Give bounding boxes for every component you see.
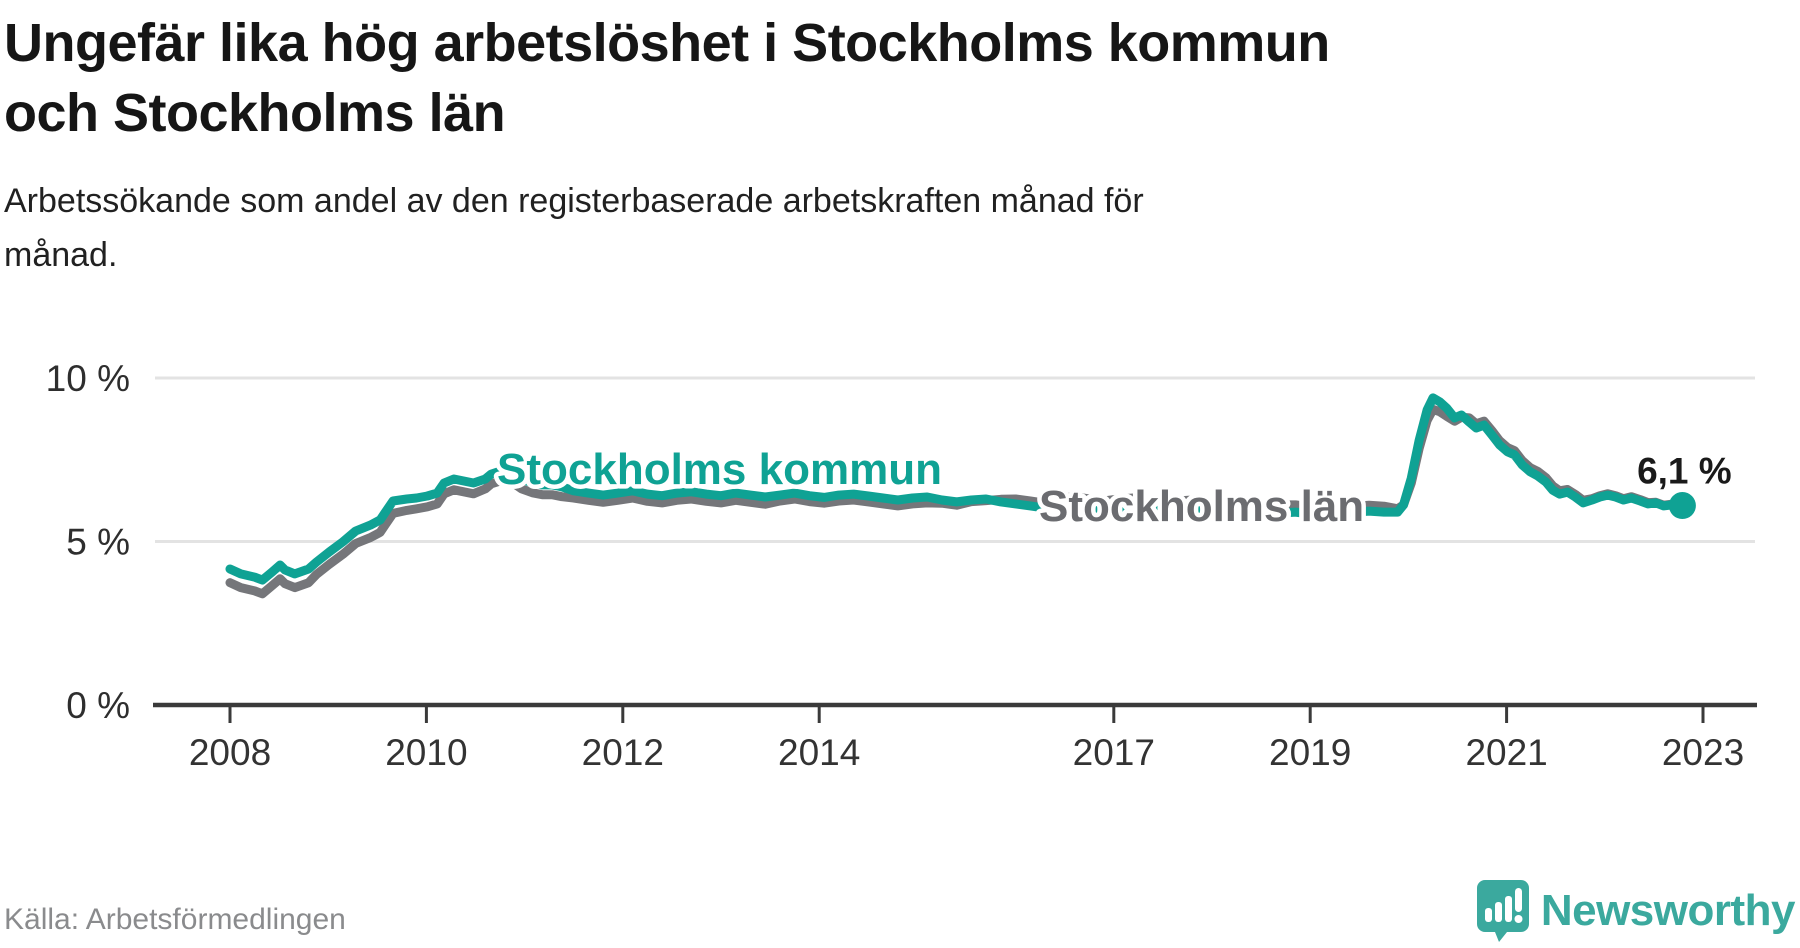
newsworthy-icon [1476,880,1529,942]
x-axis-label-2021: 2021 [1465,732,1547,773]
subtitle-line-2: månad. [4,236,118,274]
x-axis-label-2008: 2008 [189,732,271,773]
header: Ungefär lika hög arbetslöshet i Stockhol… [4,8,1724,282]
series-label-lan: Stockholms län [1039,482,1364,531]
y-axis-label-5: 5 % [66,522,130,563]
brand-logo: Newsworthy [1476,880,1796,942]
x-axis-label-2017: 2017 [1073,732,1155,773]
latest-value-label: 6,1 % [1637,451,1732,492]
x-axis-label-2012: 2012 [582,732,664,773]
subtitle-line-1: Arbetssökande som andel av den registerb… [4,182,1144,220]
chart-subtitle: Arbetssökande som andel av den registerb… [4,174,1724,282]
source-note: Källa: Arbetsförmedlingen [4,903,346,936]
x-axis-label-2019: 2019 [1269,732,1351,773]
brand-name: Newsworthy [1540,886,1796,935]
series-line-kommun [225,393,1687,585]
page-title-line-1: Ungefär lika hög arbetslöshet i Stockhol… [4,13,1330,73]
x-axis-label-2014: 2014 [778,732,860,773]
series-label-kommun: Stockholms kommun [497,445,942,494]
x-axis-label-2023: 2023 [1662,732,1744,773]
y-axis-label-10: 10 % [46,358,130,399]
latest-value-dot [1668,492,1696,520]
page-title-line-2: och Stockholms län [4,83,506,143]
x-axis-label-2010: 2010 [385,732,467,773]
y-axis-label-0: 0 % [66,685,130,726]
